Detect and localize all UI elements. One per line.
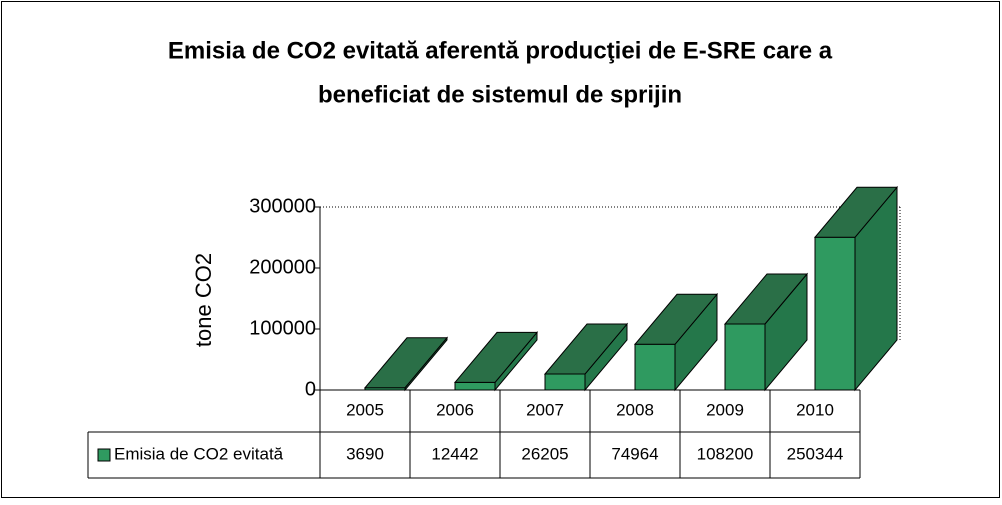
x-tick-label: 2009 [706,400,744,419]
legend-label: Emisia de CO2 evitată [114,444,284,463]
bar [813,185,899,392]
bar-front [544,373,586,391]
bar-top [723,273,809,325]
x-tick-label: 2006 [436,400,474,419]
chart-title: Emisia de CO2 evitată aferentă producţie… [168,37,833,64]
y-tick-label: 100000 [249,317,316,339]
y-tick-label: 0 [305,378,316,400]
x-tick-label: 2010 [796,400,834,419]
bar-top [633,293,719,345]
legend-swatch [97,448,111,462]
y-tick-label: 200000 [249,256,316,278]
x-tick-label: 2007 [526,400,564,419]
data-label: 3690 [346,444,384,463]
data-label: 74964 [611,444,658,463]
bar-top [543,323,629,375]
x-tick-label: 2005 [346,400,384,419]
x-tick-label: 2008 [616,400,654,419]
bar-top [813,186,899,238]
bar-front [634,343,676,391]
bar-front [814,236,856,391]
bar [633,292,719,392]
y-tick-label: 300000 [249,195,316,217]
bar-front [724,323,766,391]
data-label: 108200 [697,444,754,463]
data-label: 26205 [521,444,568,463]
bar [723,272,809,392]
chart-title: beneficiat de sistemul de sprijin [318,81,682,108]
bar-front [454,381,496,391]
data-label: 250344 [787,444,844,463]
bar-top [453,331,539,383]
bar [453,331,539,392]
bar [543,322,629,392]
data-label: 12442 [431,444,478,463]
bar-top [363,337,449,389]
bar [363,336,449,392]
y-axis-label: tone CO2 [191,253,216,347]
